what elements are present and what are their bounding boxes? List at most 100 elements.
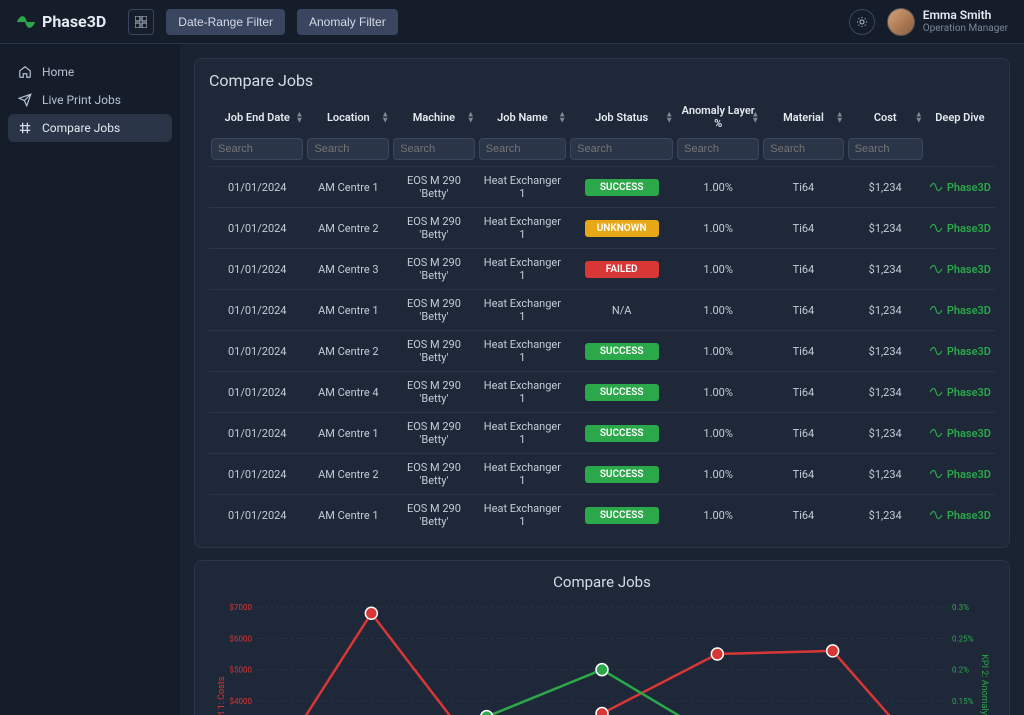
column-header-deep-dive: Deep Dive xyxy=(925,98,995,136)
cell-status: FAILED xyxy=(568,249,675,290)
cell-date: 01/01/2024 xyxy=(209,413,305,454)
column-header[interactable]: Machine▲▼ xyxy=(391,98,476,136)
sidebar-item-home[interactable]: Home xyxy=(8,58,172,86)
cell-machine: EOS M 290 'Betty' xyxy=(391,495,476,536)
deep-dive-link[interactable]: Phase3D xyxy=(929,508,991,522)
deep-dive-link[interactable]: Phase3D xyxy=(929,221,991,235)
svg-text:KPI 1: Costs: KPI 1: Costs xyxy=(217,676,227,715)
cell-date: 01/01/2024 xyxy=(209,454,305,495)
cell-machine: EOS M 290 'Betty' xyxy=(391,249,476,290)
status-badge: SUCCESS xyxy=(585,343,659,360)
cell-name: Heat Exchanger 1 xyxy=(477,495,568,536)
table-row: 01/01/2024AM Centre 2EOS M 290 'Betty'He… xyxy=(209,331,995,372)
sidebar-item-compare-jobs[interactable]: Compare Jobs xyxy=(8,114,172,142)
sidebar-item-live-print-jobs[interactable]: Live Print Jobs xyxy=(8,86,172,114)
user-role: Operation Manager xyxy=(923,23,1008,34)
column-search-input[interactable] xyxy=(763,138,843,160)
column-search-input[interactable] xyxy=(570,138,673,160)
brand-logo: Phase3D xyxy=(16,12,106,32)
cell-cost: $1,234 xyxy=(846,208,925,249)
cell-anomaly: 1.00% xyxy=(675,208,761,249)
table-row: 01/01/2024AM Centre 2EOS M 290 'Betty'He… xyxy=(209,208,995,249)
send-icon xyxy=(18,93,32,107)
column-header[interactable]: Job Status▲▼ xyxy=(568,98,675,136)
avatar xyxy=(887,8,915,36)
deep-dive-link[interactable]: Phase3D xyxy=(929,344,991,358)
cell-name: Heat Exchanger 1 xyxy=(477,208,568,249)
svg-text:$6000: $6000 xyxy=(230,634,253,643)
cell-date: 01/01/2024 xyxy=(209,167,305,208)
cell-material: Ti64 xyxy=(761,495,845,536)
cell-material: Ti64 xyxy=(761,454,845,495)
cell-location: AM Centre 2 xyxy=(305,331,391,372)
cell-machine: EOS M 290 'Betty' xyxy=(391,413,476,454)
status-text: N/A xyxy=(612,304,632,317)
column-search-input[interactable] xyxy=(677,138,759,160)
wave-icon xyxy=(929,262,943,276)
column-search-input[interactable] xyxy=(307,138,389,160)
column-header[interactable]: Material▲▼ xyxy=(761,98,845,136)
cell-material: Ti64 xyxy=(761,208,845,249)
column-search-input[interactable] xyxy=(211,138,303,160)
cell-date: 01/01/2024 xyxy=(209,249,305,290)
cell-cost: $1,234 xyxy=(846,290,925,331)
deep-dive-link[interactable]: Phase3D xyxy=(929,262,991,276)
brand-name: Phase3D xyxy=(42,12,106,31)
svg-text:0.2%: 0.2% xyxy=(952,666,969,675)
column-search-input[interactable] xyxy=(479,138,566,160)
column-search-input[interactable] xyxy=(848,138,923,160)
status-badge: SUCCESS xyxy=(585,179,659,196)
deep-dive-link[interactable]: Phase3D xyxy=(929,303,991,317)
wave-icon xyxy=(929,344,943,358)
cell-name: Heat Exchanger 1 xyxy=(477,454,568,495)
cell-date: 01/01/2024 xyxy=(209,331,305,372)
column-header[interactable]: Job End Date▲▼ xyxy=(209,98,305,136)
status-badge: SUCCESS xyxy=(585,466,659,483)
theme-toggle-button[interactable] xyxy=(849,9,875,35)
table-row: 01/01/2024AM Centre 1EOS M 290 'Betty'He… xyxy=(209,290,995,331)
cell-status: SUCCESS xyxy=(568,413,675,454)
table-row: 01/01/2024AM Centre 3EOS M 290 'Betty'He… xyxy=(209,249,995,290)
column-search-input[interactable] xyxy=(393,138,474,160)
svg-text:0.3%: 0.3% xyxy=(952,603,969,612)
cell-material: Ti64 xyxy=(761,167,845,208)
status-badge: UNKNOWN xyxy=(585,220,659,237)
status-badge: FAILED xyxy=(585,261,659,278)
svg-text:$7000: $7000 xyxy=(230,603,253,612)
cell-status: SUCCESS xyxy=(568,495,675,536)
deep-dive-link[interactable]: Phase3D xyxy=(929,385,991,399)
cell-location: AM Centre 1 xyxy=(305,495,391,536)
cell-name: Heat Exchanger 1 xyxy=(477,372,568,413)
apps-grid-button[interactable] xyxy=(128,9,154,35)
status-badge: SUCCESS xyxy=(585,425,659,442)
cell-location: AM Centre 3 xyxy=(305,249,391,290)
cell-anomaly: 1.00% xyxy=(675,495,761,536)
anomaly-filter-button[interactable]: Anomaly Filter xyxy=(297,9,398,35)
wave-icon xyxy=(929,508,943,522)
user-menu[interactable]: Emma Smith Operation Manager xyxy=(887,8,1008,36)
cell-status: SUCCESS xyxy=(568,372,675,413)
column-header[interactable]: Anomaly Layer %▲▼ xyxy=(675,98,761,136)
date-range-filter-button[interactable]: Date-Range Filter xyxy=(166,9,285,35)
cell-machine: EOS M 290 'Betty' xyxy=(391,454,476,495)
status-badge: SUCCESS xyxy=(585,384,659,401)
cell-status: SUCCESS xyxy=(568,167,675,208)
column-header[interactable]: Location▲▼ xyxy=(305,98,391,136)
topbar: Phase3D Date-Range Filter Anomaly Filter… xyxy=(0,0,1024,44)
deep-dive-link[interactable]: Phase3D xyxy=(929,426,991,440)
deep-dive-link[interactable]: Phase3D xyxy=(929,180,991,194)
cell-name: Heat Exchanger 1 xyxy=(477,331,568,372)
wave-icon xyxy=(929,385,943,399)
table-row: 01/01/2024AM Centre 2EOS M 290 'Betty'He… xyxy=(209,454,995,495)
cell-date: 01/01/2024 xyxy=(209,372,305,413)
deep-dive-link[interactable]: Phase3D xyxy=(929,467,991,481)
chart-title: Compare Jobs xyxy=(209,573,995,591)
wave-icon xyxy=(929,180,943,194)
column-header[interactable]: Job Name▲▼ xyxy=(477,98,568,136)
cell-anomaly: 1.00% xyxy=(675,413,761,454)
cell-location: AM Centre 1 xyxy=(305,290,391,331)
cell-cost: $1,234 xyxy=(846,413,925,454)
cell-status: UNKNOWN xyxy=(568,208,675,249)
column-header[interactable]: Cost▲▼ xyxy=(846,98,925,136)
cell-machine: EOS M 290 'Betty' xyxy=(391,290,476,331)
